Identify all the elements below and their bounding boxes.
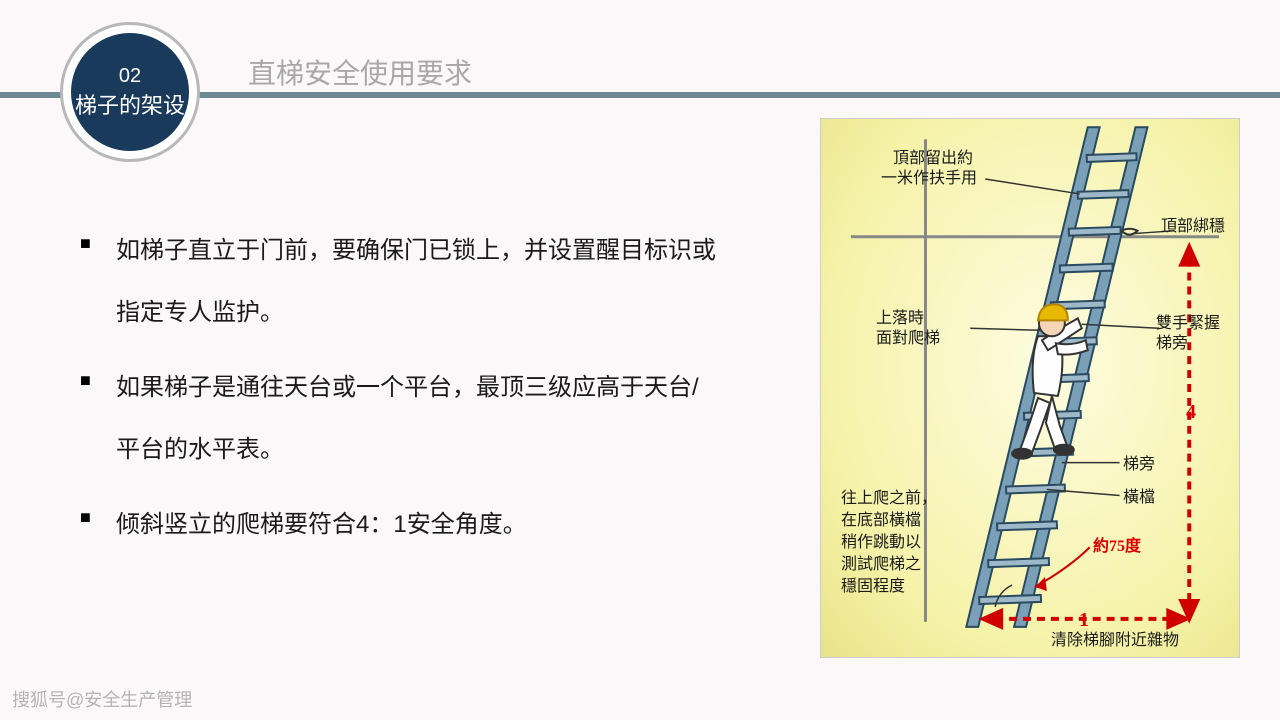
- bullet-list: 如梯子直立于门前，要确保门已锁上，并设置醒目标识或指定专人监护。 如果梯子是通往…: [80, 220, 720, 568]
- badge-inner: 02 梯子的架设: [71, 33, 189, 151]
- label-test-5: 穩固程度: [841, 577, 905, 598]
- label-angle: 約75度: [1093, 537, 1141, 558]
- label-top-tied: 頂部綁穩: [1161, 217, 1225, 238]
- label-clear-foot: 清除梯腳附近雜物: [1051, 631, 1179, 652]
- label-top-handrail-1: 頂部留出約: [893, 149, 973, 170]
- label-test-1: 往上爬之前，: [841, 489, 937, 510]
- label-grip-2: 梯旁: [1156, 334, 1188, 355]
- label-top-handrail-2: 一米作扶手用: [881, 169, 977, 190]
- section-badge: 02 梯子的架设: [60, 22, 200, 162]
- label-test-2: 在底部橫檔: [841, 511, 921, 532]
- bullet-item: 倾斜竖立的爬梯要符合4：1安全角度。: [80, 494, 720, 556]
- ladder-diagram: 頂部留出約 一米作扶手用 頂部綁穩 上落時 面對爬梯 雙手緊握 梯旁 4 梯旁 …: [820, 118, 1240, 658]
- label-grip-1: 雙手緊握: [1156, 314, 1220, 335]
- label-test-3: 稍作跳動以: [841, 533, 921, 554]
- page-title: 直梯安全使用要求: [248, 52, 472, 92]
- label-facing-1: 上落時: [876, 309, 924, 330]
- watermark: 搜狐号@安全生产管理: [12, 686, 192, 712]
- label-facing-2: 面對爬梯: [876, 329, 940, 350]
- badge-title: 梯子的架设: [75, 88, 185, 120]
- bullet-item: 如果梯子是通往天台或一个平台，最顶三级应高于天台/平台的水平表。: [80, 357, 720, 482]
- label-ratio-v: 4: [1186, 399, 1196, 425]
- label-ratio-h: 1: [1079, 607, 1089, 633]
- badge-number: 02: [119, 65, 141, 88]
- label-test-4: 測試爬梯之: [841, 555, 921, 576]
- label-rail: 梯旁: [1123, 455, 1155, 476]
- bullet-item: 如梯子直立于门前，要确保门已锁上，并设置醒目标识或指定专人监护。: [80, 220, 720, 345]
- label-rung: 橫檔: [1123, 488, 1155, 509]
